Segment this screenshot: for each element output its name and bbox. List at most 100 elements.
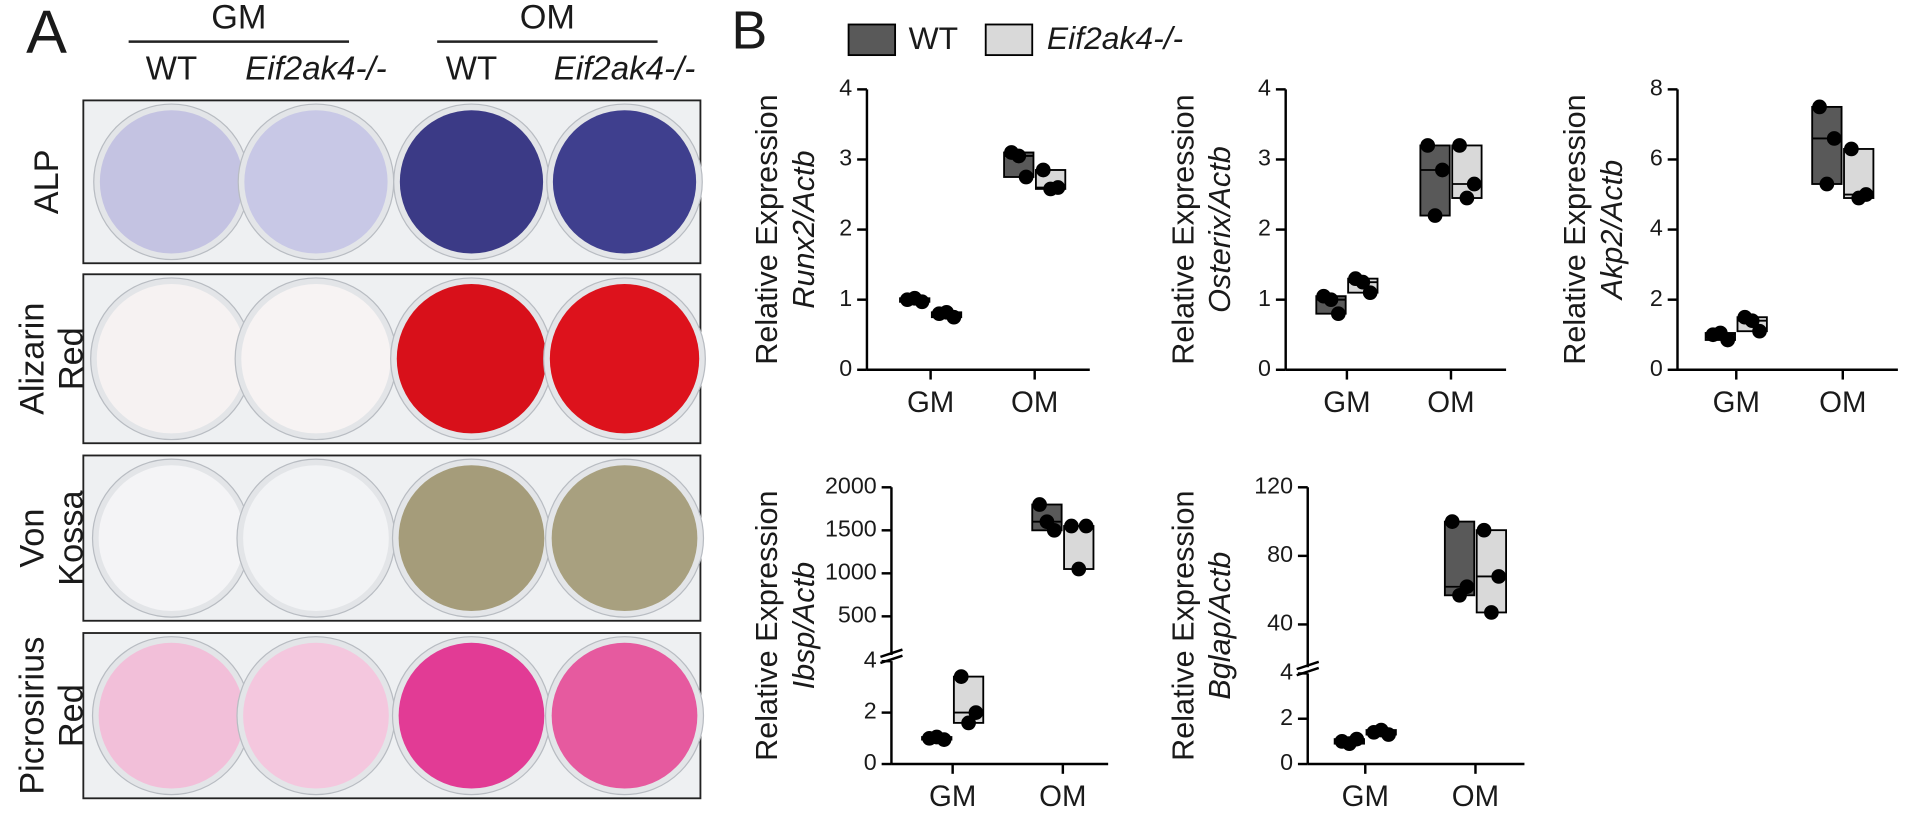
data-point bbox=[1476, 522, 1492, 538]
well bbox=[98, 465, 245, 611]
well bbox=[398, 465, 545, 611]
data-point bbox=[1330, 306, 1346, 322]
x-tick-label: OM bbox=[1011, 386, 1058, 419]
axis-break bbox=[880, 648, 903, 659]
data-point bbox=[1035, 162, 1051, 178]
x-tick-label: OM bbox=[1452, 780, 1499, 813]
data-point bbox=[1043, 181, 1058, 197]
row-label-line: Red bbox=[53, 684, 91, 747]
y-axis-title-gene: Runx2/Actb bbox=[787, 150, 821, 308]
row-label-line: Picrosirius bbox=[13, 637, 51, 795]
y-tick-label: 0 bbox=[1258, 355, 1271, 381]
row-label-line: Alizarin bbox=[13, 303, 51, 415]
y-axis-title: Relative Expression Bglap/Actb bbox=[1166, 490, 1237, 760]
column-label: WT bbox=[146, 51, 197, 88]
legend-label: Eif2ak4-/- bbox=[1047, 20, 1183, 56]
y-tick-label: 4 bbox=[839, 75, 852, 101]
data-point bbox=[1812, 99, 1827, 115]
y-tick-label: 80 bbox=[1267, 541, 1293, 567]
data-point bbox=[1713, 325, 1728, 341]
data-point bbox=[1752, 323, 1767, 339]
data-point bbox=[1452, 587, 1467, 603]
legend-swatch bbox=[847, 23, 897, 57]
y-tick-label: 0 bbox=[1280, 749, 1293, 775]
well bbox=[98, 642, 245, 789]
data-point bbox=[1819, 176, 1835, 192]
data-point bbox=[1064, 518, 1079, 534]
data-point bbox=[1039, 514, 1055, 530]
column-label: WT bbox=[446, 51, 497, 88]
y-tick-label: 500 bbox=[838, 601, 877, 627]
group-label: GM bbox=[211, 0, 266, 37]
data-point bbox=[1466, 176, 1482, 192]
x-tick-label: GM bbox=[1323, 386, 1370, 419]
data-point bbox=[1484, 605, 1499, 620]
data-point bbox=[953, 669, 969, 684]
y-axis-title-line: Relative Expression bbox=[1166, 94, 1200, 364]
data-point bbox=[1826, 131, 1842, 146]
column-label: Eif2ak4-/- bbox=[554, 51, 695, 88]
data-point bbox=[939, 304, 954, 320]
data-point bbox=[1373, 722, 1389, 738]
y-tick-label: 3 bbox=[839, 145, 852, 171]
data-point bbox=[1078, 518, 1094, 534]
x-tick-label: GM bbox=[1713, 386, 1760, 419]
data-point bbox=[1744, 313, 1760, 329]
data-point bbox=[1459, 190, 1475, 206]
well bbox=[99, 110, 244, 254]
legend-swatch bbox=[984, 23, 1034, 57]
y-tick-label: 4 bbox=[1280, 659, 1293, 685]
y-tick-label: 1500 bbox=[825, 515, 877, 541]
data-point bbox=[1420, 138, 1436, 153]
x-tick-label: GM bbox=[907, 386, 954, 419]
well bbox=[398, 642, 545, 789]
y-tick-label: 2 bbox=[864, 698, 877, 724]
range-box bbox=[1811, 105, 1843, 185]
well bbox=[244, 110, 388, 254]
y-axis-title-gene: Ibsp/Actb bbox=[787, 562, 821, 690]
data-point bbox=[1011, 148, 1027, 164]
y-tick-label: 4 bbox=[864, 646, 877, 672]
group-label: OM bbox=[520, 0, 575, 37]
well bbox=[241, 284, 391, 434]
row-label: Von Kossa bbox=[13, 490, 90, 586]
well bbox=[552, 110, 697, 254]
y-tick-label: 6 bbox=[1650, 145, 1663, 171]
panel-label: B bbox=[731, 1, 767, 61]
y-tick-label: 2 bbox=[1280, 704, 1293, 730]
y-axis-title-line: Relative Expression bbox=[1558, 94, 1592, 364]
well bbox=[243, 642, 389, 789]
x-tick-label: GM bbox=[929, 780, 976, 813]
y-tick-label: 1000 bbox=[825, 558, 877, 584]
y-tick-label: 2 bbox=[1650, 285, 1663, 311]
x-tick-label: OM bbox=[1427, 386, 1474, 419]
y-tick-label: 2 bbox=[1258, 215, 1271, 241]
row-label: ALP bbox=[28, 149, 66, 214]
range-box bbox=[1419, 144, 1451, 217]
data-point bbox=[1452, 138, 1467, 153]
data-point bbox=[907, 290, 923, 306]
y-tick-label: 8 bbox=[1650, 75, 1663, 101]
well bbox=[549, 284, 700, 434]
y-tick-label: 4 bbox=[1258, 75, 1271, 101]
data-point bbox=[1018, 169, 1034, 185]
data-point bbox=[1342, 736, 1357, 751]
y-axis-title: Relative Expression Ibsp/Actb bbox=[750, 490, 821, 760]
x-tick-label: OM bbox=[1039, 780, 1086, 813]
row-label-line: ALP bbox=[28, 149, 66, 214]
data-point bbox=[1491, 569, 1507, 584]
data-point bbox=[1427, 208, 1443, 223]
data-point bbox=[1323, 292, 1339, 308]
well bbox=[551, 642, 698, 789]
well bbox=[396, 284, 547, 434]
legend-label: WT bbox=[909, 20, 958, 56]
column-label: Eif2ak4-/- bbox=[245, 51, 386, 88]
y-axis-title: Relative Expression Akp2/Actb bbox=[1558, 94, 1629, 364]
panel-label: A bbox=[26, 0, 67, 66]
row-label: Picrosirius Red bbox=[13, 637, 90, 795]
data-point bbox=[1355, 274, 1371, 290]
y-axis-title-gene: Bglap/Actb bbox=[1203, 552, 1237, 700]
data-point bbox=[1444, 514, 1460, 529]
data-point bbox=[929, 729, 945, 745]
